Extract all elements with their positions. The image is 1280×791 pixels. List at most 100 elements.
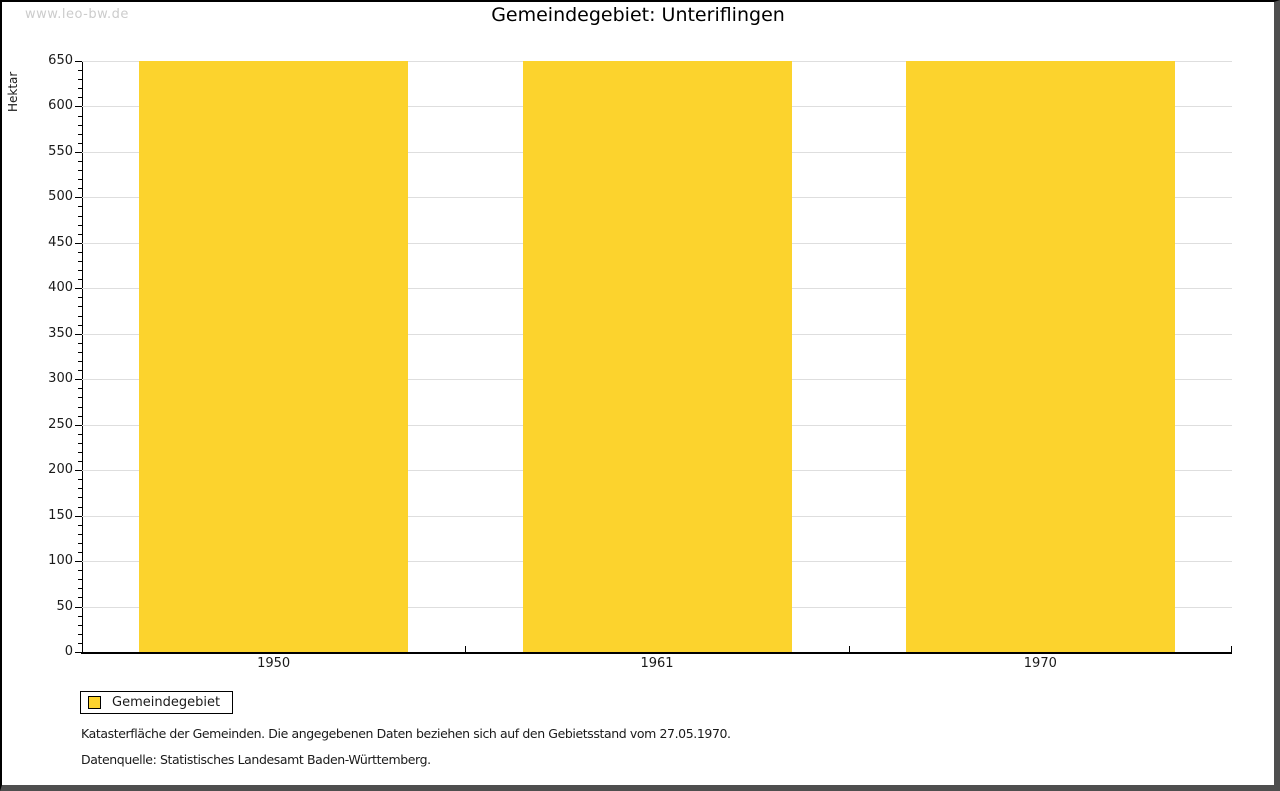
- y-minor-tick: [78, 124, 82, 126]
- chart-title: Gemeindegebiet: Unteriflingen: [491, 4, 785, 26]
- y-minor-tick: [78, 342, 82, 344]
- y-major-tick: [75, 151, 82, 153]
- y-minor-tick: [78, 324, 82, 326]
- y-minor-tick: [78, 524, 82, 526]
- y-minor-tick: [78, 170, 82, 172]
- y-minor-tick: [78, 624, 82, 626]
- y-minor-tick: [78, 315, 82, 317]
- y-tick-label: 200: [48, 462, 73, 478]
- y-minor-tick: [78, 161, 82, 162]
- y-minor-tick: [78, 461, 82, 463]
- y-minor-tick: [78, 588, 82, 590]
- x-tick-label: 1950: [257, 656, 291, 671]
- y-minor-tick: [78, 279, 82, 281]
- y-minor-tick: [78, 251, 82, 253]
- x-tick-label: 1961: [640, 656, 674, 671]
- x-tick-label: 1970: [1023, 656, 1057, 671]
- y-minor-tick: [78, 261, 82, 263]
- y-minor-tick: [78, 224, 82, 226]
- y-major-tick: [75, 652, 82, 653]
- y-major-tick: [75, 288, 82, 290]
- y-minor-tick: [78, 233, 82, 235]
- y-tick-label: 300: [48, 371, 73, 387]
- legend: Gemeindegebiet: [80, 691, 234, 714]
- x-axis-line: [81, 652, 1232, 654]
- watermark: www.leo-bw.de: [25, 7, 129, 22]
- y-tick-label: 50: [56, 598, 73, 614]
- y-major-tick: [75, 106, 82, 108]
- y-major-tick: [75, 61, 82, 62]
- y-minor-tick: [78, 642, 82, 644]
- x-boundary-tick: [848, 646, 850, 652]
- y-tick-label: 500: [48, 189, 73, 205]
- y-minor-tick: [78, 133, 82, 135]
- y-minor-tick: [78, 215, 82, 217]
- y-major-tick: [75, 561, 82, 563]
- y-minor-tick: [78, 479, 82, 481]
- y-minor-tick: [78, 388, 82, 390]
- y-minor-tick: [78, 97, 82, 99]
- y-major-tick: [75, 242, 82, 244]
- y-tick-label: 600: [48, 98, 73, 114]
- y-minor-tick: [78, 397, 82, 399]
- y-minor-tick: [78, 70, 82, 72]
- y-minor-tick: [78, 542, 82, 544]
- y-minor-tick: [78, 597, 82, 599]
- y-tick-label: 0: [64, 644, 73, 659]
- y-major-tick: [75, 333, 82, 335]
- y-minor-tick: [78, 442, 82, 444]
- y-minor-tick: [78, 551, 82, 553]
- y-minor-tick: [78, 433, 82, 435]
- y-minor-tick: [78, 579, 82, 581]
- y-minor-tick: [78, 88, 82, 90]
- y-major-tick: [75, 424, 82, 426]
- y-tick-label: 400: [48, 280, 73, 296]
- y-minor-tick: [78, 351, 82, 353]
- y-minor-tick: [78, 206, 82, 208]
- plot-area: [75, 61, 1232, 654]
- y-major-tick: [75, 515, 82, 517]
- y-minor-tick: [78, 451, 82, 453]
- y-minor-tick: [78, 633, 82, 635]
- y-tick-label: 650: [48, 53, 73, 68]
- y-minor-tick: [78, 488, 82, 490]
- y-minor-tick: [78, 188, 82, 190]
- y-tick-label: 350: [48, 325, 73, 341]
- y-tick-label: 550: [48, 143, 73, 159]
- x-boundary-tick: [465, 646, 467, 652]
- y-axis-line: [82, 61, 83, 652]
- y-minor-tick: [78, 79, 82, 81]
- bar-1970: [905, 61, 1175, 652]
- y-minor-tick: [78, 615, 82, 617]
- bar-1961: [522, 61, 792, 652]
- y-minor-tick: [78, 297, 82, 299]
- y-minor-tick: [78, 179, 82, 181]
- y-minor-tick: [78, 570, 82, 572]
- y-tick-label: 150: [48, 507, 73, 523]
- legend-label: Gemeindegebiet: [112, 695, 221, 710]
- footnote-data-source: Datenquelle: Statistisches Landesamt Bad…: [81, 752, 431, 767]
- legend-swatch-icon: [88, 696, 101, 709]
- y-major-tick: [75, 470, 82, 472]
- y-major-tick: [75, 197, 82, 199]
- y-tick-label: 250: [48, 416, 73, 432]
- y-minor-tick: [78, 142, 82, 144]
- y-tick-label: 100: [48, 553, 73, 569]
- y-major-tick: [75, 379, 82, 381]
- y-minor-tick: [78, 533, 82, 535]
- y-minor-tick: [78, 506, 82, 508]
- y-minor-tick: [78, 415, 82, 417]
- y-minor-tick: [78, 406, 82, 408]
- bar-1950: [139, 61, 409, 652]
- x-boundary-tick: [1231, 646, 1232, 652]
- y-tick-label: 450: [48, 234, 73, 250]
- y-major-tick: [75, 606, 82, 608]
- y-minor-tick: [78, 497, 82, 499]
- footnote-source-note: Katasterfläche der Gemeinden. Die angege…: [81, 726, 731, 741]
- y-minor-tick: [78, 115, 82, 117]
- y-minor-tick: [78, 370, 82, 372]
- y-minor-tick: [78, 306, 82, 308]
- y-minor-tick: [78, 270, 82, 272]
- y-minor-tick: [78, 361, 82, 363]
